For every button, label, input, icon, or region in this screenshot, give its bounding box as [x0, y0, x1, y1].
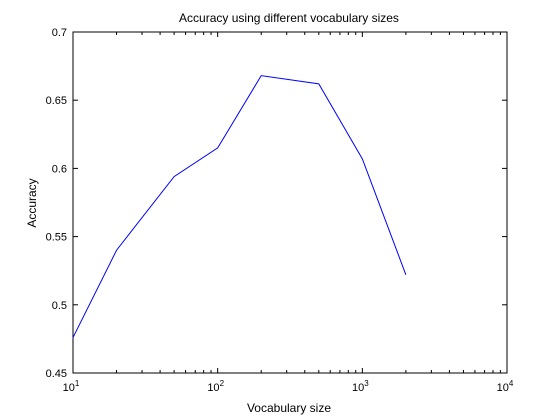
y-tick-label: 0.6	[52, 163, 67, 175]
y-tick-label: 0.45	[46, 368, 67, 380]
x-tick-label: 104	[497, 379, 514, 394]
x-axis-label: Vocabulary size	[247, 401, 331, 415]
x-tick-label: 101	[63, 379, 80, 394]
tick-layer: 0.45 0.5 0.55 0.6 0.65 0.7 101 102 103 104	[46, 27, 514, 394]
plot-area	[72, 31, 508, 374]
y-tick-label: 0.55	[46, 232, 67, 244]
chart-title: Accuracy using different vocabulary size…	[179, 11, 399, 25]
x-tick-label: 102	[207, 379, 224, 394]
series-line	[72, 75, 407, 338]
y-tick-label: 0.7	[52, 27, 67, 39]
series-layer	[72, 75, 407, 338]
x-tick-label: 103	[352, 379, 369, 394]
y-tick-label: 0.65	[46, 95, 67, 107]
y-axis-label: Accuracy	[25, 178, 39, 227]
y-tick-label: 0.5	[52, 300, 67, 312]
